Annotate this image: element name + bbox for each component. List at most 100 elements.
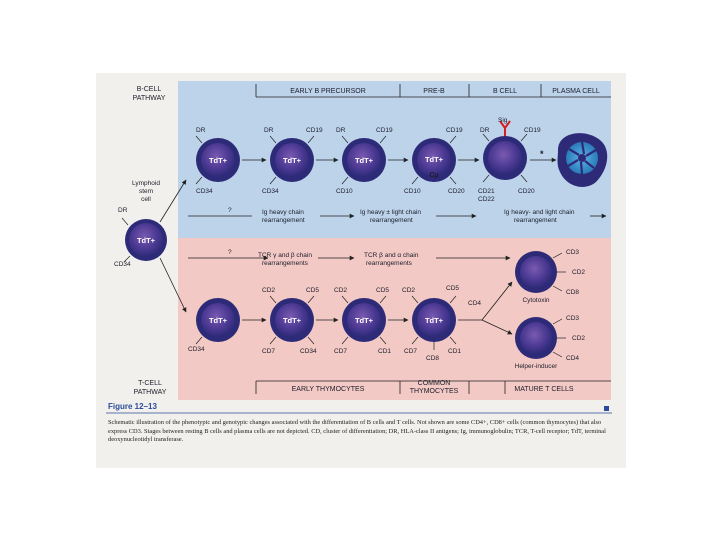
stem-dr-marker: DR [118, 207, 128, 214]
b5-marker-dr: DR [480, 127, 490, 134]
mature-cell-cytotoxic [515, 251, 566, 293]
t2-marker-cd5: CD5 [306, 287, 319, 294]
t3-marker-cd5: CD5 [376, 287, 389, 294]
t3-marker-cd7: CD7 [334, 348, 347, 355]
t2-tdt: TdT+ [283, 316, 302, 325]
stage-mature-t-cells: MATURE T CELLS [514, 386, 573, 393]
t-cell-2 [269, 295, 315, 345]
t-rearr-1a: TCR γ and β chain [258, 252, 312, 259]
b3-marker-cd19: CD19 [376, 127, 393, 134]
stem-label-1: Lymphoid [132, 180, 160, 187]
figure-end-marker [604, 406, 609, 411]
b-rearr-2a: Ig heavy ± light chain [360, 209, 421, 216]
b5-marker-cd21: CD21 [478, 188, 495, 195]
stage-common: COMMON [418, 380, 451, 387]
t1-marker-cd34: CD34 [188, 346, 205, 353]
b3-tdt: TdT+ [355, 156, 374, 165]
b-rearr-3b: rearrangement [514, 217, 557, 224]
t3-marker-cd1: CD1 [378, 348, 391, 355]
stem-cd34-marker: CD34 [114, 261, 131, 268]
cyto-marker-cd2: CD2 [572, 269, 585, 276]
b-stage-header [255, 84, 611, 98]
cyto-label: Cytotoxin [522, 297, 549, 304]
stem-label-2: stem [139, 188, 153, 195]
b4-marker-cd20: CD20 [448, 188, 465, 195]
b-pathway-label-1: B-CELL [137, 86, 162, 93]
b-pathway-label-2: PATHWAY [133, 95, 166, 102]
b-rearr-3a: Ig heavy- and light chain [504, 209, 575, 216]
t-rearr-2b: rearrangements [366, 260, 413, 267]
t-rearr-2a: TCR β and α chain [364, 252, 419, 259]
b2-marker-dr: DR [264, 127, 274, 134]
b-cell-5 [482, 120, 528, 183]
t-rearr-question: ? [228, 249, 232, 256]
b2-marker-cd19: CD19 [306, 127, 323, 134]
b1-marker-cd34: CD34 [196, 188, 213, 195]
cyto-marker-cd8: CD8 [566, 289, 579, 296]
helper-marker-cd3: CD3 [566, 315, 579, 322]
stem-cell [121, 217, 167, 263]
b-rearr-1b: rearrangement [262, 217, 305, 224]
t4-marker-cd4: CD4 [468, 300, 481, 307]
b4-marker-cd19: CD19 [446, 127, 463, 134]
t3-tdt: TdT+ [355, 316, 374, 325]
b5-marker-cd19: CD19 [524, 127, 541, 134]
b2-marker-cd34: CD34 [262, 188, 279, 195]
t4-marker-cd8: CD8 [426, 355, 439, 362]
b2-tdt: TdT+ [283, 156, 302, 165]
mature-cell-helper [515, 317, 566, 359]
arrow-stem-to-b [159, 179, 187, 223]
cyto-marker-cd3: CD3 [566, 249, 579, 256]
plasma-cell [557, 133, 608, 187]
helper-label: Helper-inducer [515, 363, 558, 370]
t-pathway-label-2: PATHWAY [134, 389, 167, 396]
arrow-stem-to-t [159, 257, 187, 313]
t4-marker-cd5: CD5 [446, 285, 459, 292]
figure-label: Figure 12–13 [108, 402, 157, 411]
b4-cmu: Cμ [429, 172, 438, 179]
b1-marker-dr: DR [196, 127, 206, 134]
b4-marker-cd10: CD10 [404, 188, 421, 195]
asterisk-mark: * [540, 149, 544, 159]
b-cell-2 [269, 135, 315, 185]
b-rearr-question: ? [228, 207, 232, 214]
t2-marker-cd34: CD34 [300, 348, 317, 355]
t-cell-1 [195, 298, 240, 345]
b5-marker-cd20: CD20 [518, 188, 535, 195]
b1-tdt: TdT+ [209, 156, 228, 165]
stem-tdt-label: TdT+ [137, 236, 156, 245]
t1-tdt: TdT+ [209, 316, 228, 325]
b-cell-3 [341, 135, 387, 185]
t-pathway-label-1: T-CELL [138, 380, 162, 387]
t4-marker-cd7: CD7 [404, 348, 417, 355]
stage-plasma-cell: PLASMA CELL [552, 88, 600, 95]
stem-label-3: cell [141, 196, 151, 203]
stage-thymocytes: THYMOCYTES [410, 388, 459, 395]
b4-tdt: TdT+ [425, 155, 444, 164]
t4-marker-cd1: CD1 [448, 348, 461, 355]
stage-early-b-precursor: EARLY B PRECURSOR [290, 88, 366, 95]
b-rearr-1a: Ig heavy chain [262, 209, 304, 216]
b-rearr-2b: rearrangement [370, 217, 413, 224]
t2-marker-cd7: CD7 [262, 348, 275, 355]
t-rearr-1b: rearrangements [262, 260, 309, 267]
b3-marker-dr: DR [336, 127, 346, 134]
t-arrows [242, 281, 513, 335]
t4-tdt: TdT+ [425, 316, 444, 325]
t2-marker-cd2: CD2 [262, 287, 275, 294]
helper-marker-cd2: CD2 [572, 335, 585, 342]
t-cell-4 [411, 295, 457, 350]
stage-pre-b: PRE-B [423, 88, 445, 95]
t-cell-3 [341, 295, 387, 345]
b3-marker-cd10: CD10 [336, 188, 353, 195]
b5-marker-cd22: CD22 [478, 196, 495, 203]
t-stage-header [255, 380, 611, 394]
stage-b-cell: B CELL [493, 88, 517, 95]
b-cell-1 [195, 135, 240, 185]
b5-marker-sig: Sig [498, 117, 508, 124]
figure-caption: Schematic illustration of the phenotypic… [108, 419, 606, 444]
helper-marker-cd4: CD4 [566, 355, 579, 362]
b-cell-4 [411, 135, 457, 185]
b-cell-band [178, 81, 611, 238]
t4-marker-cd2: CD2 [402, 287, 415, 294]
